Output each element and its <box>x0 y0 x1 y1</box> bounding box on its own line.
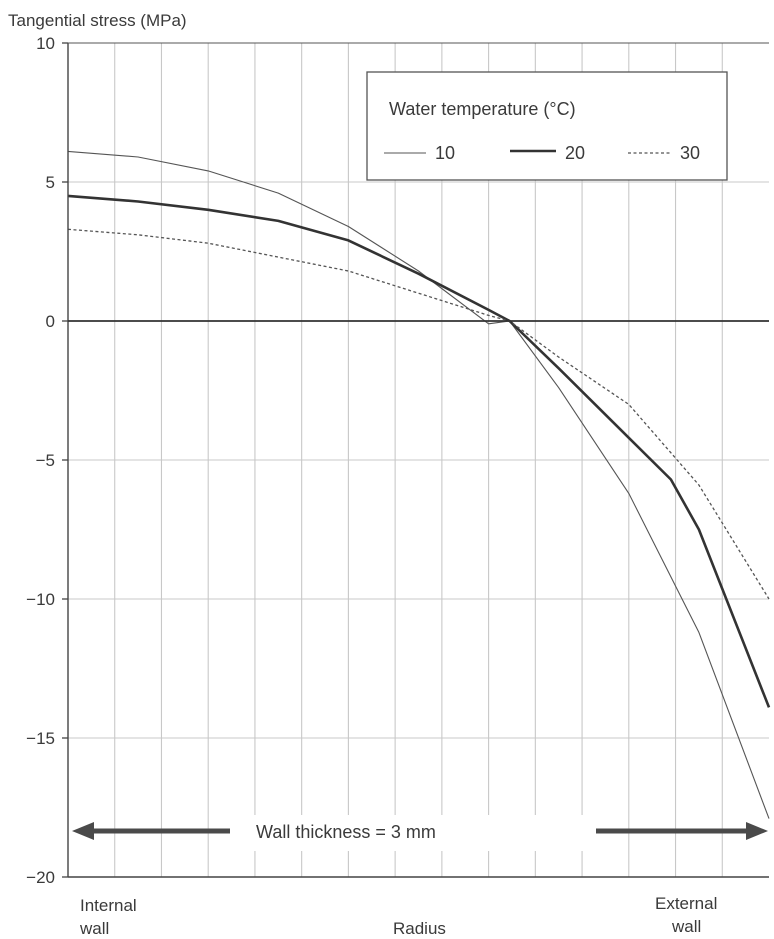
legend-title: Water temperature (°C) <box>389 99 576 119</box>
legend-label-30: 30 <box>680 143 700 163</box>
series-line-20 <box>67 194 771 708</box>
wall-thickness-label: Wall thickness = 3 mm <box>256 822 436 842</box>
internal-wall-label-line2: wall <box>79 919 109 938</box>
right-arrow-head <box>746 822 768 840</box>
y-tick-label: −15 <box>26 729 55 748</box>
y-tick-label: 10 <box>36 34 55 53</box>
series-line-10 <box>67 150 770 819</box>
y-axis-title: Tangential stress (MPa) <box>8 11 187 30</box>
legend-label-20: 20 <box>565 143 585 163</box>
y-tick-label: −5 <box>36 451 55 470</box>
series-layer <box>67 150 771 819</box>
left-arrow-head <box>72 822 94 840</box>
legend: Water temperature (°C) 10 20 30 <box>366 71 728 181</box>
x-axis-title: Radius <box>393 919 446 938</box>
legend-box <box>366 71 728 181</box>
legend-label-10: 10 <box>435 143 455 163</box>
y-tick-label: −10 <box>26 590 55 609</box>
external-wall-label-line2: wall <box>671 917 701 936</box>
series-line-30 <box>67 228 770 600</box>
chart-grid <box>68 43 769 877</box>
y-tick-label: 0 <box>46 312 55 331</box>
internal-wall-label-line1: Internal <box>80 896 137 915</box>
wall-thickness-annotation: Wall thickness = 3 mm <box>72 815 768 851</box>
y-tick-labels: 10 5 0 −5 −10 −15 −20 <box>26 34 68 887</box>
y-tick-label: −20 <box>26 868 55 887</box>
external-wall-label-line1: External <box>655 894 717 913</box>
y-tick-label: 5 <box>46 173 55 192</box>
